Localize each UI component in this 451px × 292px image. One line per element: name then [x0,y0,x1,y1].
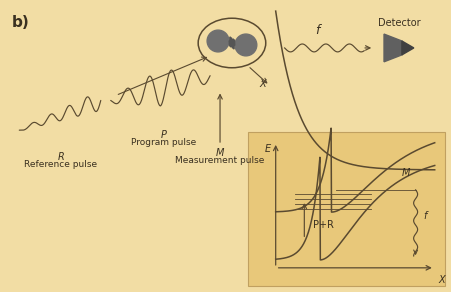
Text: Reference pulse: Reference pulse [24,160,97,169]
Text: X: X [438,275,444,285]
Text: Measurement pulse: Measurement pulse [175,156,264,165]
Circle shape [207,30,229,52]
Text: R: R [58,152,64,162]
Text: E: E [264,144,270,154]
FancyBboxPatch shape [247,132,444,286]
Text: X: X [259,79,266,89]
Text: Detector: Detector [377,18,419,28]
Text: P+R: P+R [312,220,333,230]
Text: f: f [423,211,426,221]
Text: P: P [160,130,166,140]
Text: f: f [314,24,319,37]
Text: Program pulse: Program pulse [130,138,196,147]
Text: M: M [401,168,410,178]
Polygon shape [401,41,413,55]
Text: b): b) [11,15,29,30]
Polygon shape [383,34,401,62]
Circle shape [235,34,256,56]
Text: M: M [216,148,224,158]
